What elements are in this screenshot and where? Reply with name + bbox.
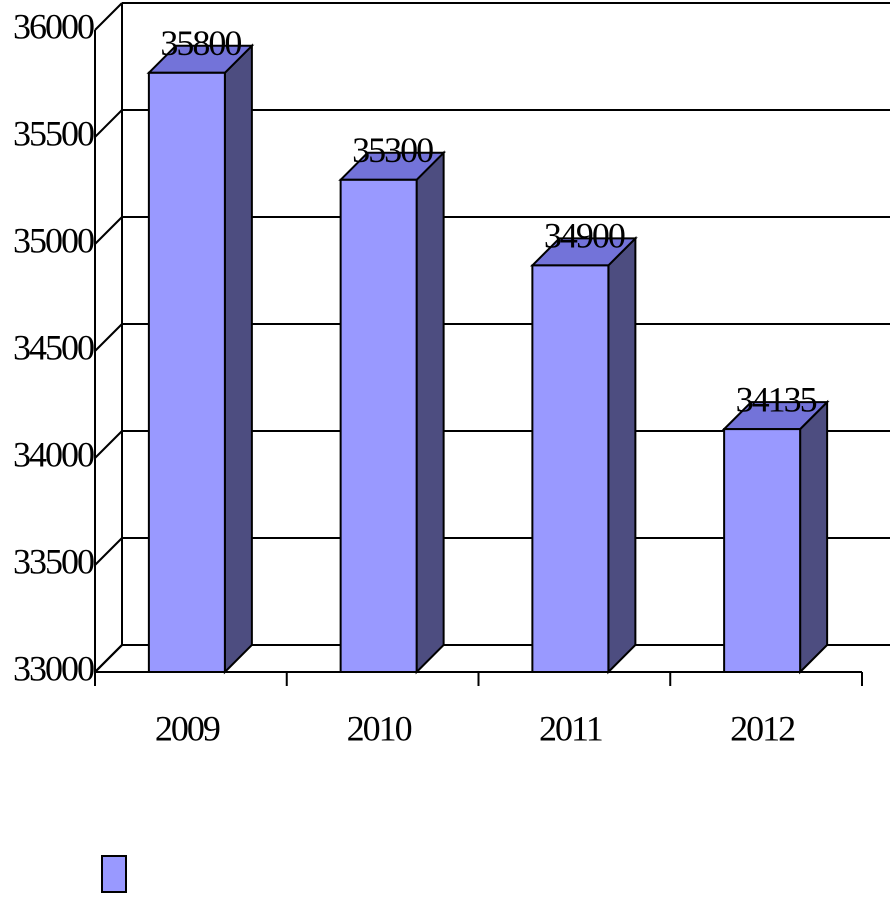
grid-line xyxy=(94,644,123,673)
y-tick-label: 36000 xyxy=(13,6,94,46)
bar-side xyxy=(799,399,829,675)
y-tick-label: 34000 xyxy=(13,434,94,474)
bar xyxy=(723,428,802,673)
bar-side xyxy=(415,150,445,675)
grid-line xyxy=(94,2,123,31)
y-tick-label: 35500 xyxy=(13,113,94,153)
bar-side xyxy=(223,43,253,675)
y-tick-label: 34500 xyxy=(13,327,94,367)
value-label: 34135 xyxy=(736,379,817,419)
bar-side xyxy=(607,235,637,675)
grid-line xyxy=(94,109,123,138)
x-tick-label: 2009 xyxy=(155,708,220,748)
legend-swatch xyxy=(101,855,127,893)
bar xyxy=(531,264,610,673)
y-tick-label: 33500 xyxy=(13,541,94,581)
grid-line xyxy=(94,323,123,352)
x-tick-label: 2011 xyxy=(539,708,602,748)
bar xyxy=(339,178,418,674)
y-tick-label: 35000 xyxy=(13,220,94,260)
grid-line xyxy=(94,537,123,566)
x-tick-label: 2010 xyxy=(347,708,412,748)
x-tick-label: 2012 xyxy=(730,708,795,748)
value-label: 34900 xyxy=(544,216,625,256)
grid-line xyxy=(94,216,123,245)
y-tick-label: 33000 xyxy=(13,648,94,688)
grid-line xyxy=(94,430,123,459)
value-label: 35800 xyxy=(160,23,241,63)
bar xyxy=(147,71,226,674)
value-label: 35300 xyxy=(352,130,433,170)
